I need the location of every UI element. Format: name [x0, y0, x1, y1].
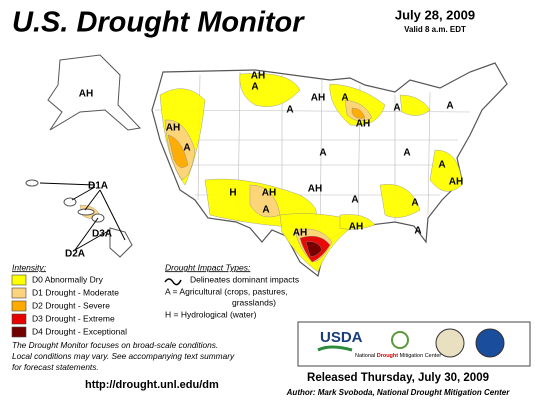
- drought-area: [239, 73, 301, 107]
- legend-swatch: [11, 313, 27, 325]
- impact-line-icon: [164, 278, 182, 286]
- map-label: D1A: [88, 181, 108, 192]
- map-label: A: [251, 82, 258, 93]
- impact-item: H = Hydrological (water): [165, 309, 257, 319]
- map-label: AH: [449, 177, 463, 188]
- drought-area: [339, 214, 376, 230]
- noaa-seal: [475, 328, 505, 358]
- impacts-title: Drought Impact Types:: [165, 262, 251, 272]
- valid-time: Valid 8 a.m. EDT: [404, 25, 466, 34]
- legend-label: D3 Drought - Extreme: [32, 313, 115, 323]
- map-label: AH: [293, 228, 307, 239]
- hawaii: [25, 179, 133, 258]
- drought-area: [399, 94, 431, 116]
- logos: USDA National Drought Mitigation Center: [297, 321, 531, 367]
- map-label: D2A: [65, 249, 85, 260]
- usda-logo: USDA: [320, 329, 363, 346]
- map-label: AH: [79, 89, 93, 100]
- drought-area: [379, 184, 421, 218]
- map-label: A: [393, 103, 400, 114]
- map-label: A: [351, 195, 358, 206]
- ndmc-logo: National Drought Mitigation Center: [355, 353, 441, 359]
- impact-item: grasslands): [232, 297, 276, 307]
- map-label: H: [229, 188, 236, 199]
- release-date: Released Thursday, July 30, 2009: [307, 372, 489, 384]
- map-label: A: [446, 101, 453, 112]
- map-label: AH: [308, 184, 322, 195]
- ndmc-text: Drought: [377, 353, 399, 359]
- map-label: A: [438, 160, 445, 171]
- legend-label: D2 Drought - Severe: [32, 300, 110, 310]
- ndmc-text: National: [355, 353, 375, 359]
- map-label: A: [262, 205, 269, 216]
- legend-swatch: [11, 326, 27, 338]
- impact-item: Delineates dominant impacts: [190, 274, 299, 284]
- map-label: A: [341, 93, 348, 104]
- map-label: AH: [311, 93, 325, 104]
- map-label: D3A: [92, 229, 112, 240]
- conus: [151, 62, 508, 278]
- usda-swoosh: [317, 345, 353, 352]
- legend-swatch: [11, 300, 27, 312]
- map-label: AH: [166, 123, 180, 134]
- note-line: The Drought Monitor focuses on broad-sca…: [12, 340, 218, 350]
- map-label: AH: [262, 188, 276, 199]
- date: July 28, 2009: [395, 7, 475, 22]
- legend-label: D0 Abnormally Dry: [32, 274, 104, 284]
- legend-swatch: [11, 287, 27, 299]
- map-label: AH: [349, 222, 363, 233]
- legend-label: D1 Drought - Moderate: [32, 287, 119, 297]
- pointer-lines: [39, 182, 126, 251]
- drought-area: [167, 134, 189, 168]
- map-label: A: [411, 198, 418, 209]
- note-line: Local conditions may vary. See accompany…: [12, 351, 235, 361]
- legend-title: Intensity:: [12, 262, 47, 272]
- title: U.S. Drought Monitor: [12, 7, 305, 39]
- author: Author: Mark Svoboda, National Drought M…: [286, 388, 511, 397]
- map-label: A: [414, 226, 421, 237]
- map-label: AH: [251, 71, 265, 82]
- url: http://drought.unl.edu/dm: [85, 379, 219, 391]
- drought-area: [351, 107, 366, 119]
- impact-item: A = Agricultural (crops, pastures,: [165, 286, 288, 296]
- doc-seal: [435, 328, 465, 358]
- drought-area: [429, 149, 463, 192]
- ndmc-text: Mitigation Center: [400, 353, 442, 359]
- map-label: A: [183, 143, 190, 154]
- map-label: AH: [356, 119, 370, 130]
- ndmc-icon: [391, 331, 409, 349]
- note-line: for forecast statements.: [12, 362, 99, 372]
- legend-label: D4 Drought - Exceptional: [32, 326, 127, 336]
- legend-swatch: [11, 274, 27, 286]
- map-label: A: [286, 105, 293, 116]
- map-label: A: [319, 148, 326, 159]
- drought-area: [305, 241, 323, 257]
- alaska: [47, 54, 142, 131]
- map-label: A: [403, 148, 410, 159]
